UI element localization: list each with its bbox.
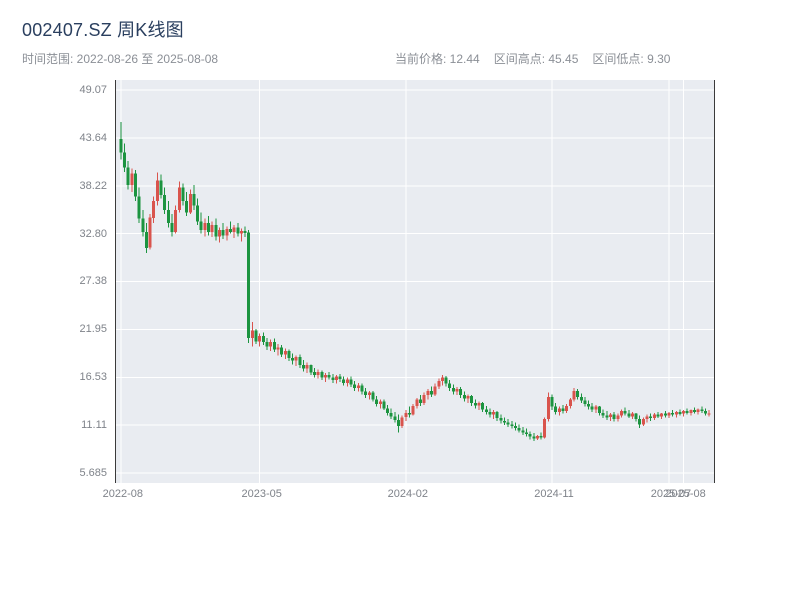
y-tick-label: 49.07 [79, 84, 107, 96]
y-tick-label: 5.685 [79, 467, 107, 479]
y-tick-label: 32.80 [79, 227, 107, 240]
chart-title: 002407.SZ 周K线图 [22, 20, 184, 40]
y-tick-label: 43.64 [79, 131, 107, 144]
plot-area [115, 80, 715, 483]
x-tick-label: 2022-08 [102, 488, 143, 500]
x-tick-label: 2024-02 [387, 488, 429, 500]
x-tick-label: 2025-08 [665, 488, 706, 500]
y-tick-label: 38.22 [79, 179, 107, 192]
price-stats: 当前价格: 12.44 区间高点: 45.45 区间低点: 9.30 [395, 50, 684, 67]
x-tick-label: 2024-11 [534, 488, 574, 500]
range-low-label: 区间低点: 9.30 [592, 52, 671, 66]
y-tick-label: 21.95 [79, 323, 107, 336]
y-tick-label: 16.53 [79, 371, 107, 384]
kline-chart [116, 80, 714, 483]
range-high-label: 区间高点: 45.45 [493, 52, 579, 66]
x-tick-label: 2023-05 [241, 488, 282, 500]
y-tick-label: 27.38 [79, 275, 107, 288]
y-axis-labels: 49.07 43.64 38.22 32.80 27.38 21.95 16.53 11.11… [0, 80, 107, 483]
x-tick-label: 2025-07 [650, 488, 692, 500]
y-tick-label: 11.11 [81, 419, 107, 432]
x-axis-labels: 2022-08 2023-05 2024-02 2024-11 2025-07 2025-… [103, 488, 716, 504]
current-price-label: 当前价格: 12.44 [395, 52, 480, 66]
time-range-label: 时间范围: 2022-08-26 至 2025-08-08 [22, 52, 219, 66]
